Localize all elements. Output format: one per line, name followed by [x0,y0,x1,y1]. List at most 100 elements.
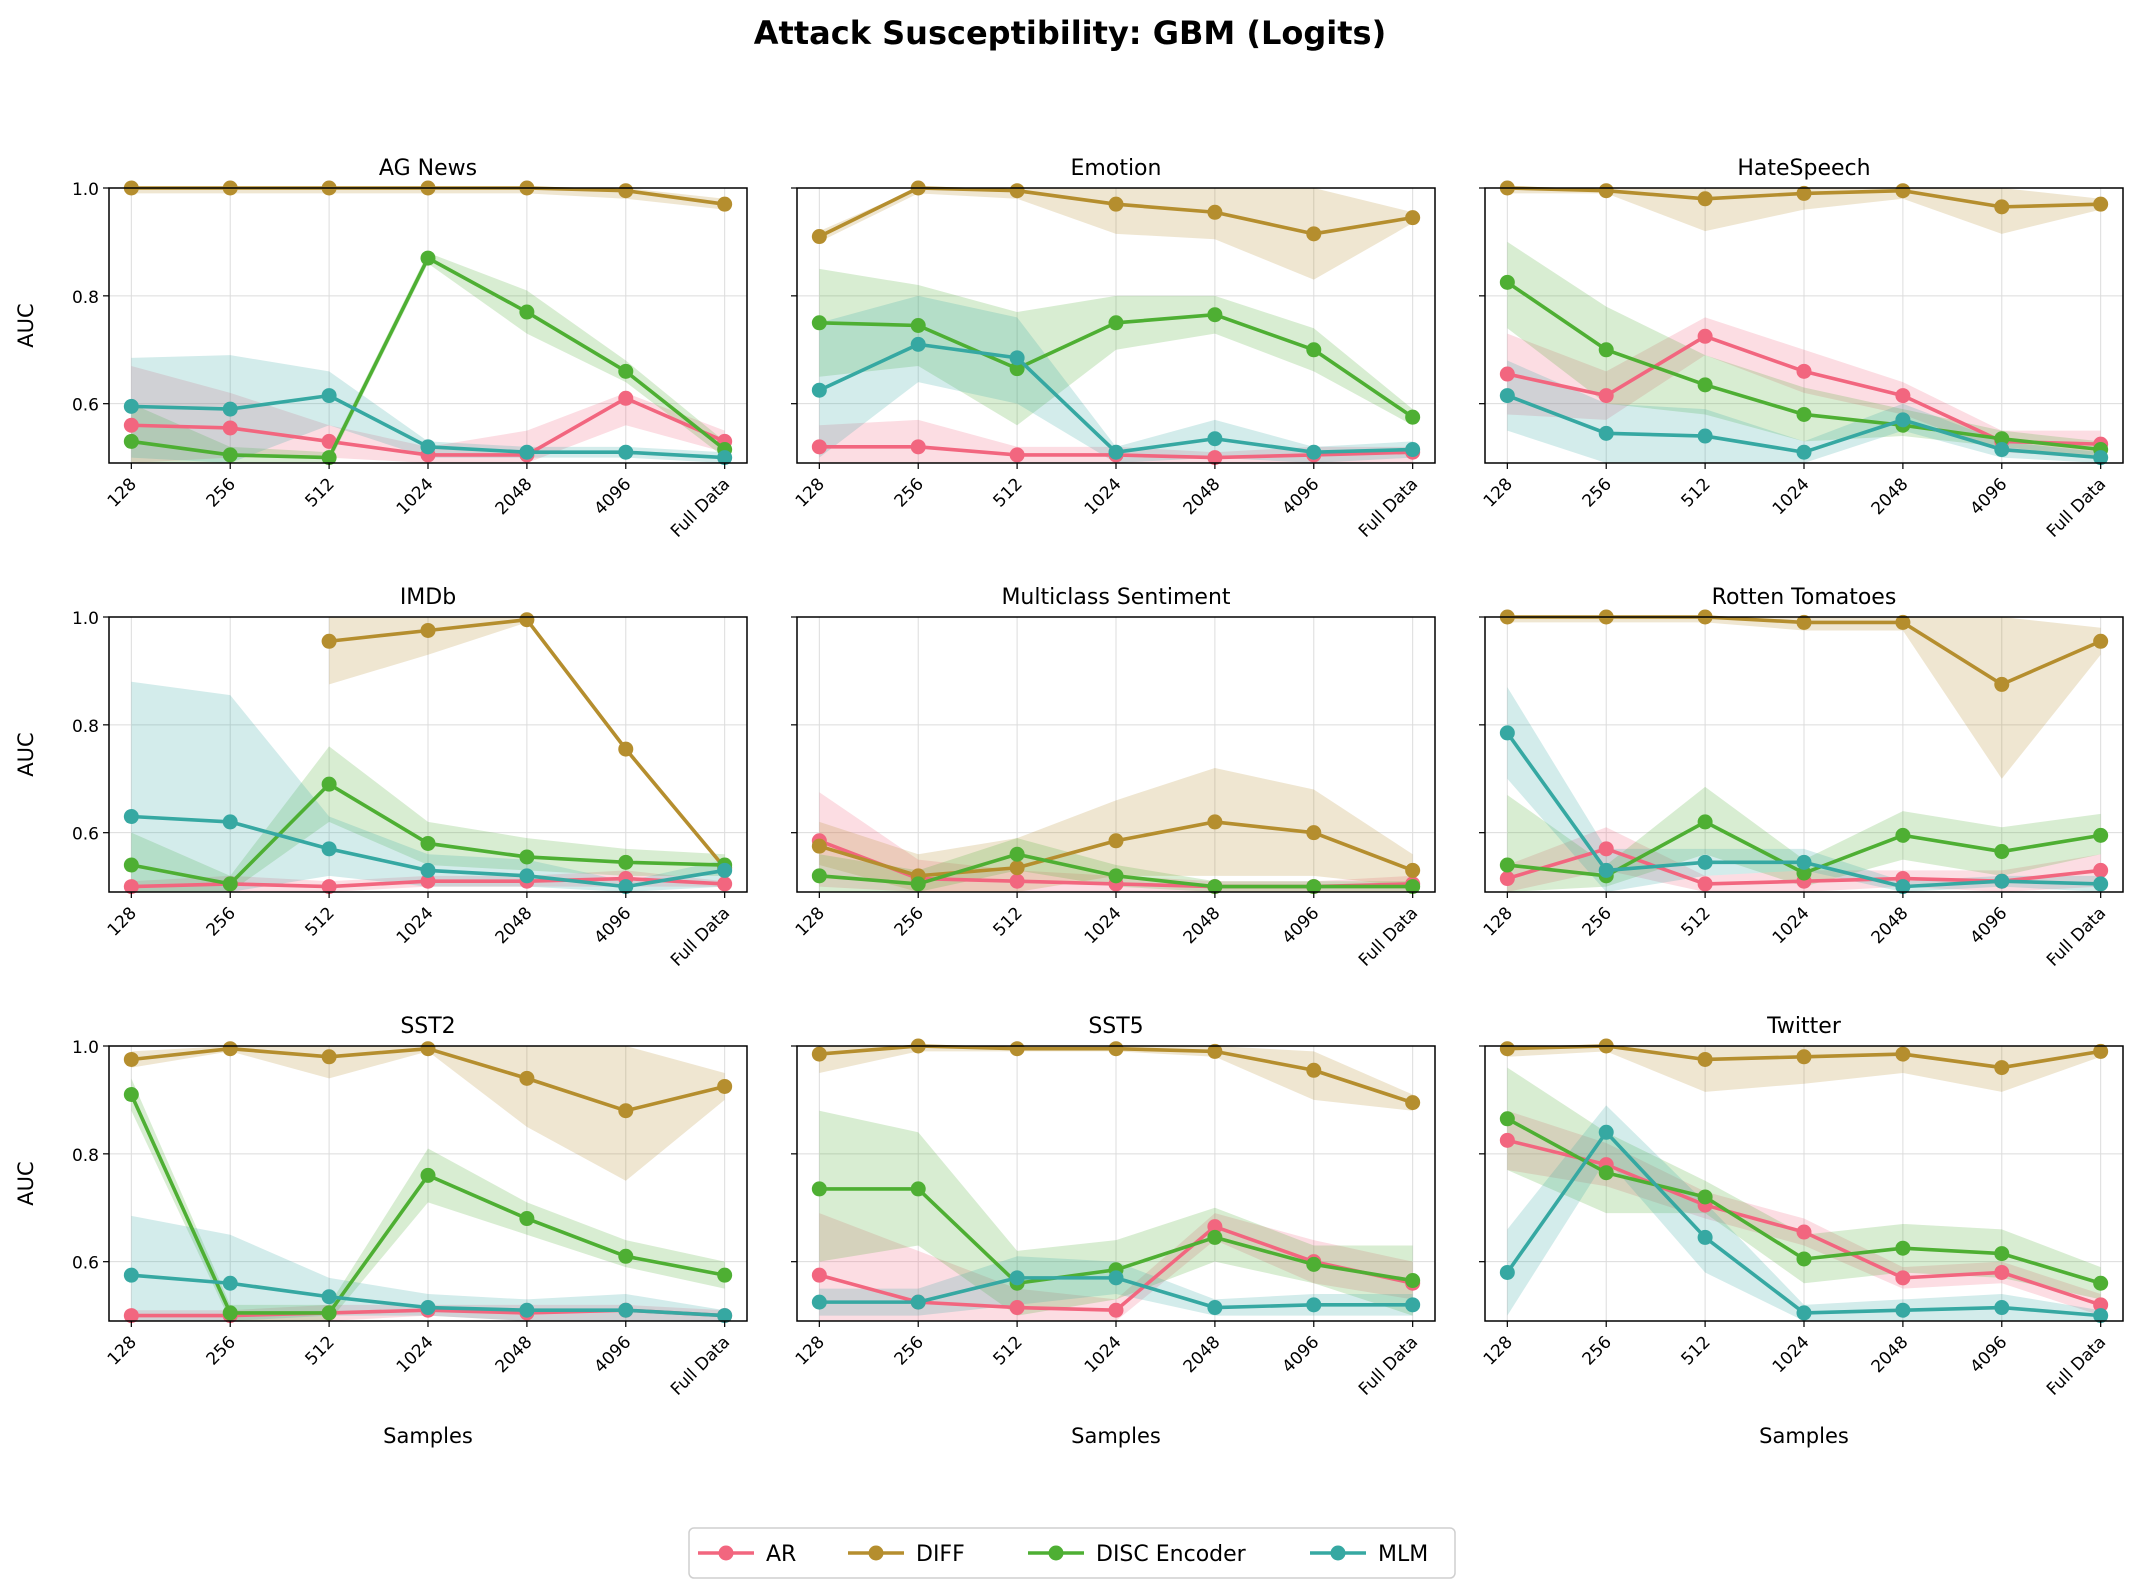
point-disc-encoder-256 [910,876,926,892]
point-mlm-4096 [1994,873,2010,889]
point-mlm-full-data [2093,1308,2109,1324]
x-tick-label: 256 [891,903,928,940]
x-tick-label: 128 [104,1332,141,1369]
band-ar [1507,1110,2101,1316]
x-tick-label: 256 [203,903,240,940]
point-mlm-2048 [519,868,535,884]
point-disc-encoder-1024 [1108,315,1124,331]
point-ar-full-data [2093,1297,2109,1313]
point-disc-encoder-512 [321,1305,337,1321]
y-axis-label: AUC [14,732,38,776]
y-tick-label: 1.0 [72,609,99,629]
point-diff-4096 [1994,676,2010,692]
point-diff-full-data [1405,210,1421,226]
point-mlm-full-data [717,1308,733,1324]
x-tick-label: 128 [104,474,141,511]
point-disc-encoder-512 [1009,846,1025,862]
point-mlm-512 [321,841,337,857]
point-mlm-2048 [1895,1302,1911,1318]
legend-label: MLM [1378,1542,1428,1567]
subplot-ag-news: AG News 128 256 512 1024 2048 4096 Full Data 0.6… [14,156,748,542]
point-ar-128 [811,1267,827,1283]
x-tick-label: 4096 [591,1332,636,1377]
y-tick-label: 1.0 [72,1038,99,1058]
point-diff-512 [1009,1041,1025,1057]
point-mlm-128 [811,382,827,398]
subplot-twitter: Twitter 128 256 512 1024 2048 4096 Full Data Sam… [1479,1014,2124,1448]
x-tick-label: 2048 [492,1332,537,1377]
point-ar-2048 [1207,1219,1223,1235]
point-mlm-256 [1598,862,1614,878]
point-ar-128 [811,439,827,455]
point-disc-encoder-128 [123,857,139,873]
point-diff-1024 [420,1041,436,1057]
point-mlm-1024 [420,439,436,455]
point-ar-256 [1598,388,1614,404]
point-diff-128 [123,1051,139,1067]
x-tick-label: 1024 [1081,474,1126,519]
point-disc-encoder-256 [222,447,238,463]
point-ar-1024 [1108,1302,1124,1318]
point-mlm-1024 [420,862,436,878]
band-ar [131,365,725,463]
point-diff-2048 [1207,204,1223,220]
point-disc-encoder-4096 [1994,844,2010,860]
subplot-title: Multiclass Sentiment [1001,585,1230,610]
y-tick-label: 0.8 [72,717,99,737]
point-disc-encoder-1024 [420,250,436,266]
band-diff [131,1046,725,1181]
subplot-sst2: SST2 128 256 512 1024 2048 4096 Full Data 0.6 0.8… [14,1014,748,1448]
point-mlm-2048 [1207,1300,1223,1316]
point-diff-4096 [1994,199,2010,215]
point-mlm-128 [1499,725,1515,741]
point-ar-1024 [420,873,436,889]
point-diff-2048 [519,612,535,628]
x-tick-label: Full Data [2043,474,2110,541]
subplot-title: HateSpeech [1737,156,1870,181]
subplot-title: Twitter [1766,1014,1842,1039]
point-diff-4096 [618,1103,634,1119]
point-disc-encoder-2048 [1207,1229,1223,1245]
subplot-imdb: IMDb 128 256 512 1024 2048 4096 Full Data 0.6 0.8… [14,585,748,971]
point-diff-1024 [1108,833,1124,849]
x-tick-label: 1024 [393,474,438,519]
band-diff [819,767,1413,892]
point-disc-encoder-4096 [1306,1256,1322,1272]
point-ar-128 [1499,366,1515,382]
legend: AR DIFF DISC Encoder MLM [688,1527,1456,1579]
subplot-title: AG News [379,156,477,181]
point-disc-encoder-full-data [1405,879,1421,895]
point-mlm-512 [1697,854,1713,870]
point-disc-encoder-512 [321,450,337,466]
point-mlm-512 [1009,350,1025,366]
legend-marker [1048,1545,1064,1561]
legend-label: DIFF [916,1542,965,1567]
point-mlm-4096 [1994,1300,2010,1316]
point-mlm-2048 [519,1302,535,1318]
point-disc-encoder-full-data [1405,409,1421,425]
point-ar-full-data [2093,862,2109,878]
legend-marker [868,1545,884,1561]
x-axis-label: Samples [1759,1424,1849,1448]
point-diff-full-data [2093,633,2109,649]
y-tick-label: 0.6 [72,825,99,845]
point-disc-encoder-2048 [1895,1240,1911,1256]
point-mlm-full-data [1405,442,1421,458]
band-disc-encoder [819,1110,1413,1316]
point-ar-full-data [717,876,733,892]
band-ar [819,792,1413,892]
x-tick-label: 256 [203,1332,240,1369]
x-tick-label: 512 [1678,1332,1715,1369]
band-mlm [131,1215,725,1321]
point-ar-256 [222,420,238,436]
point-disc-encoder-512 [1697,1189,1713,1205]
x-tick-label: Full Data [2043,903,2110,970]
point-diff-4096 [1306,226,1322,242]
x-tick-label: 512 [302,903,339,940]
point-mlm-4096 [1306,1297,1322,1313]
point-diff-1024 [1796,614,1812,630]
point-diff-2048 [1895,1046,1911,1062]
point-disc-encoder-128 [1499,1111,1515,1127]
point-disc-encoder-4096 [618,363,634,379]
